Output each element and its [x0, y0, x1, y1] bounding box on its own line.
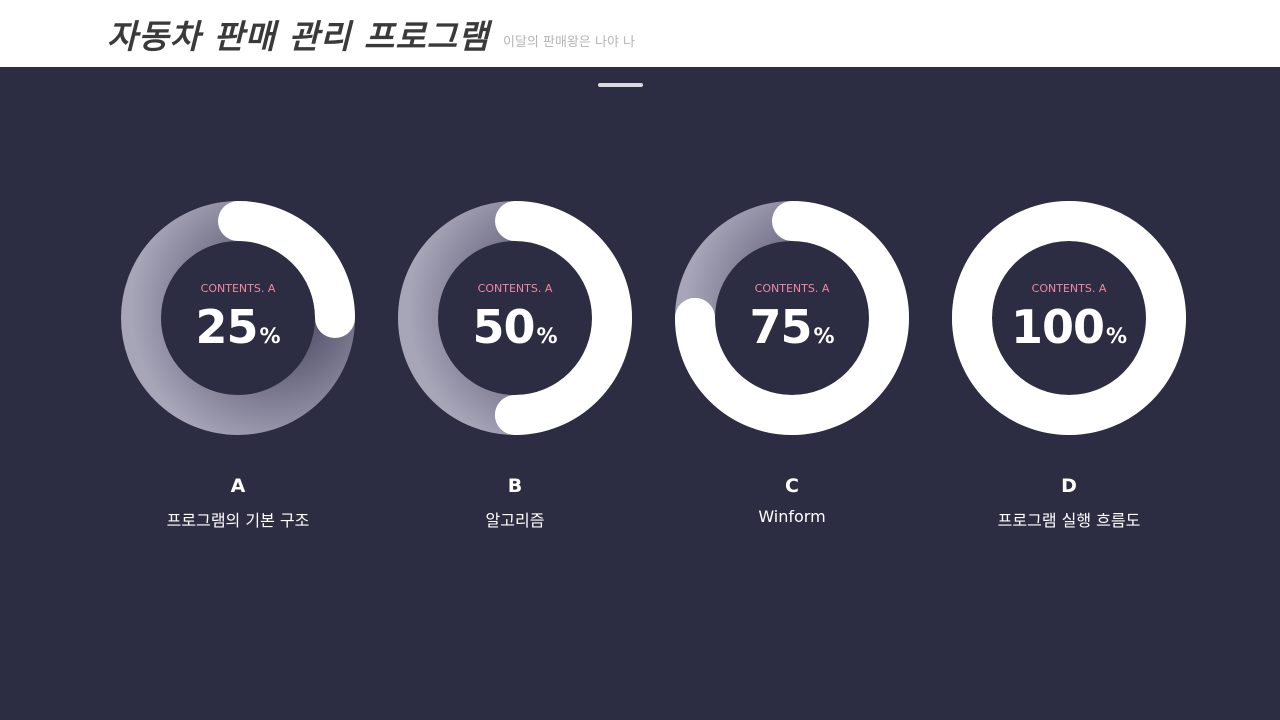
gauge-a-ring	[121, 201, 355, 435]
gauge-unit: %	[536, 324, 558, 348]
gauge-unit: %	[259, 324, 281, 348]
gauge-progress-arc	[952, 201, 1186, 435]
gauge-b-ring	[398, 201, 632, 435]
gauge-number: 75	[749, 300, 812, 354]
gauge-label-a: 프로그램의 기본 구조	[166, 511, 310, 530]
gauge-number: 100	[1010, 300, 1105, 354]
gauge-caption: CONTENTS. A	[1031, 282, 1107, 295]
gauge-value: 25%	[120, 300, 356, 354]
gauge-caption: CONTENTS. A	[200, 282, 276, 295]
gauge-label-d: 프로그램 실행 흐름도	[997, 511, 1141, 530]
gauge-d-ring	[952, 201, 1186, 435]
gauge-b: CONTENTS. A 50%	[397, 200, 633, 436]
gauge-number: 50	[472, 300, 535, 354]
gauge-c-ring	[675, 201, 909, 435]
gauge-number: 25	[195, 300, 258, 354]
gauge-letter-a: A	[230, 475, 246, 497]
gauge-label-b: 알고리즘	[485, 511, 545, 530]
gauge-unit: %	[1105, 324, 1128, 348]
gauge-caption: CONTENTS. A	[477, 282, 553, 295]
gauge-letter-d: D	[1061, 475, 1077, 497]
page-subtitle: 이달의 판매왕은 나야 나	[503, 35, 635, 50]
section-divider	[598, 83, 643, 87]
gauge-letter-b: B	[507, 475, 523, 497]
gauge-letter-c: C	[785, 475, 799, 497]
gauge-c: CONTENTS. A 75%	[674, 200, 910, 436]
gauge-value: 75%	[674, 300, 910, 354]
gauge-value: 50%	[397, 300, 633, 354]
gauge-d: CONTENTS. A 100%	[951, 200, 1187, 436]
gauge-unit: %	[813, 324, 835, 348]
gauge-progress-arc	[121, 201, 355, 435]
gauge-value: 100%	[951, 300, 1187, 354]
gauge-progress-arc	[675, 201, 909, 435]
gauge-caption: CONTENTS. A	[754, 282, 830, 295]
gauge-a: CONTENTS. A 25%	[120, 200, 356, 436]
page-title: 자동차 판매 관리 프로그램	[107, 17, 490, 56]
header-bar: 자동차 판매 관리 프로그램 이달의 판매왕은 나야 나	[0, 0, 1280, 67]
gauge-label-c: Winform	[758, 507, 826, 526]
gauge-progress-arc	[398, 201, 632, 435]
